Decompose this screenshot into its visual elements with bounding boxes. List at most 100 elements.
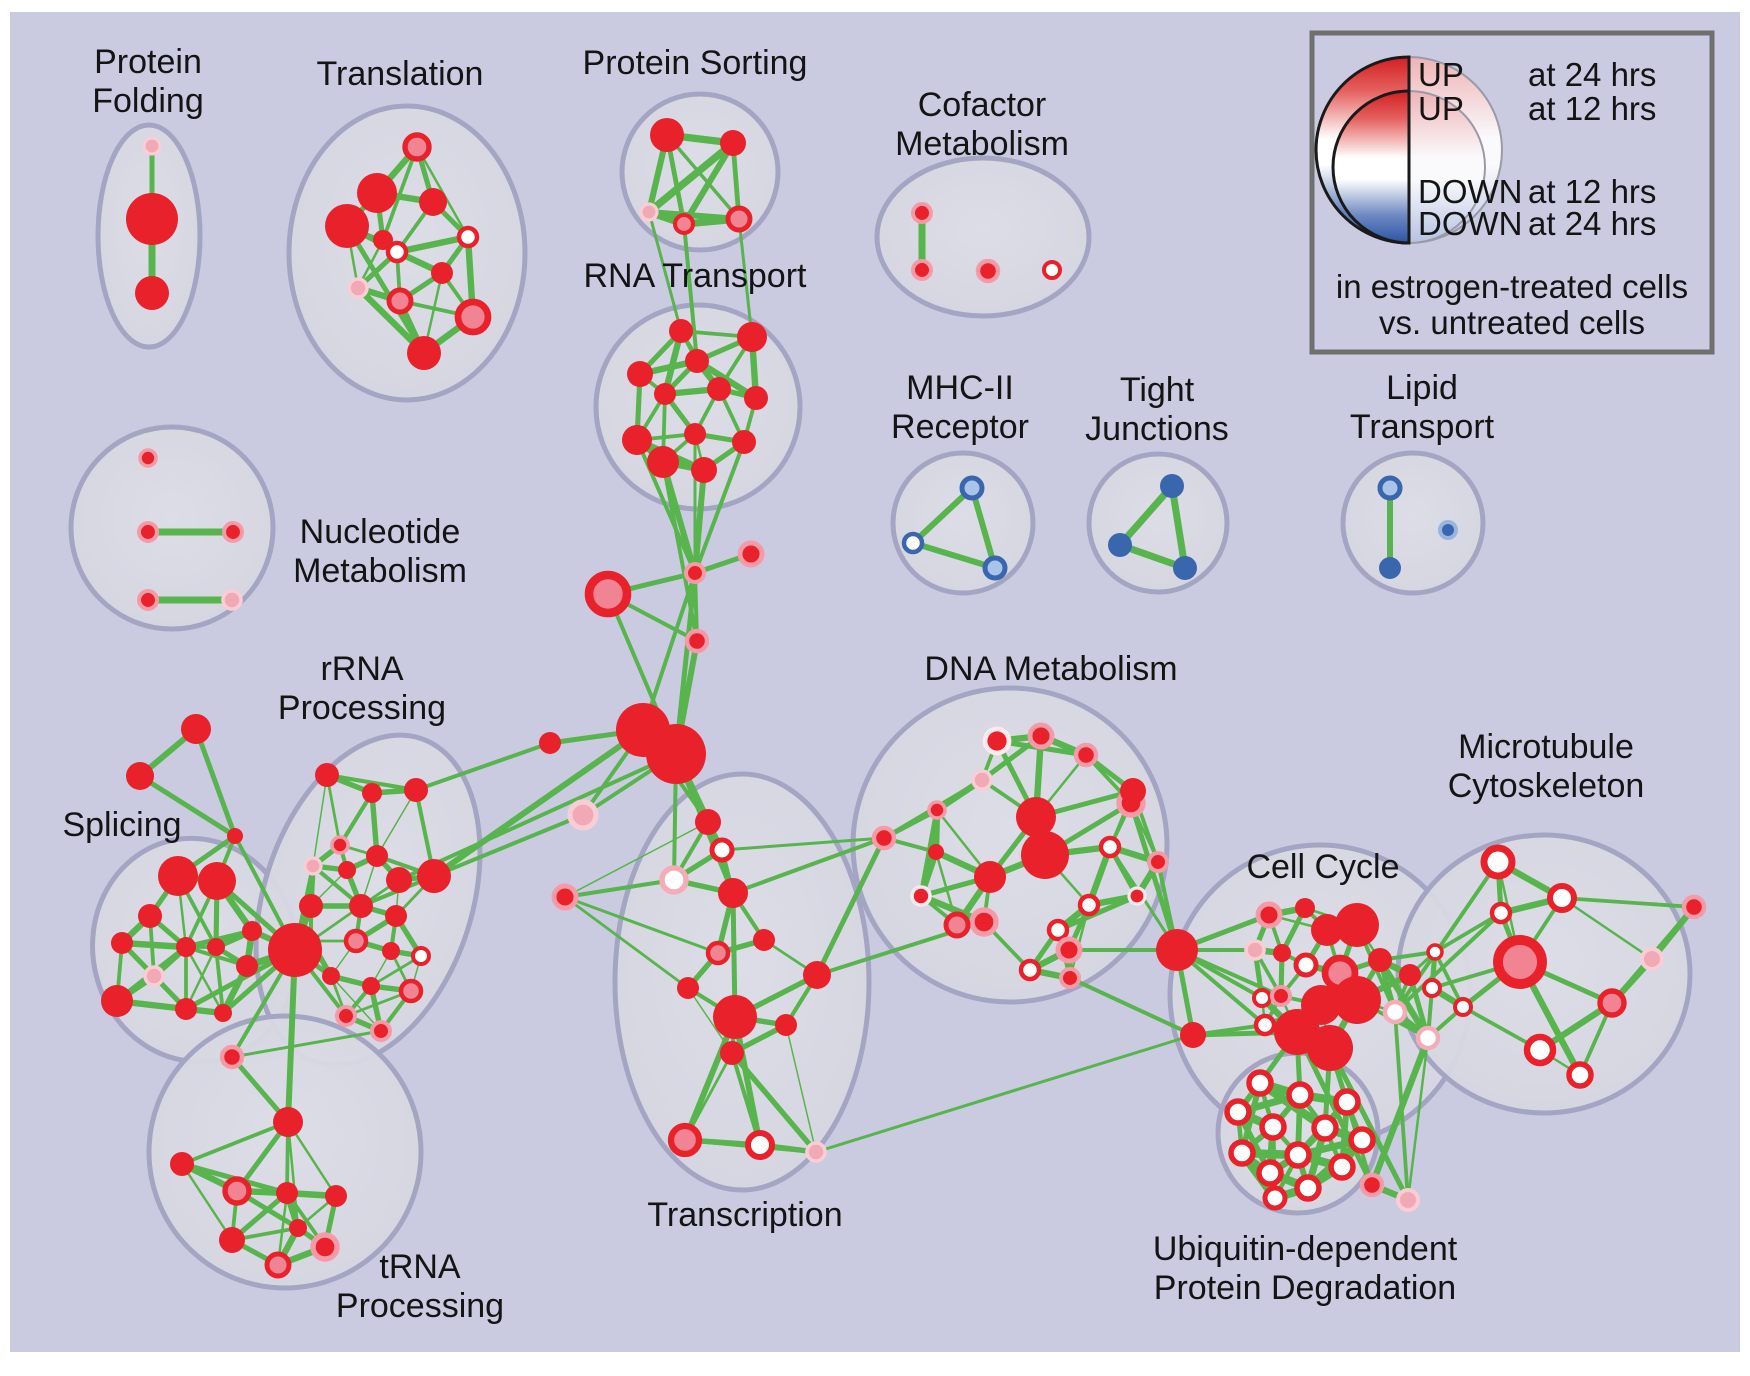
gene-node-cc (1307, 1025, 1353, 1071)
gene-node-tn (325, 1185, 347, 1207)
gene-node-dm (943, 911, 971, 939)
gene-node-ps (639, 202, 659, 222)
edge (432, 813, 585, 878)
gene-node-cc (1293, 952, 1319, 978)
edge (731, 836, 886, 895)
gene-node-pf (142, 136, 162, 156)
gene-node-sp (138, 904, 162, 928)
gene-node-rr (382, 942, 400, 960)
cluster-ellipse-tj (1086, 451, 1230, 595)
gene-node-tn (310, 1232, 340, 1262)
edge (184, 945, 218, 1011)
gene-node-rr (315, 763, 339, 787)
gene-node-sp (143, 965, 165, 987)
edge (1560, 896, 1696, 909)
gene-node-tr (347, 277, 369, 299)
gene-node-ps (725, 205, 753, 233)
cluster-label-rt: RNA Transport (584, 257, 808, 295)
gene-node-nm (136, 520, 160, 544)
gene-node-dm (1077, 893, 1101, 917)
gene-node-rt (691, 457, 717, 483)
gene-node-ub (1246, 1069, 1274, 1097)
gene-node-tr (454, 298, 492, 336)
edge (324, 772, 419, 793)
gene-node-cf (910, 258, 934, 282)
gene-node-rr (334, 1004, 358, 1028)
edge (286, 1120, 300, 1230)
gene-node-ub (1256, 1159, 1284, 1187)
edge (376, 789, 417, 857)
cluster-label-nm: Nucleotide Metabolism (293, 513, 467, 590)
gene-node-ps (672, 212, 696, 236)
gene-node-dm (1055, 936, 1083, 964)
gene-node-rt (622, 425, 652, 455)
cluster-label-tx: Transcription (647, 1196, 842, 1234)
edge (184, 945, 225, 1015)
gene-node-rt (737, 322, 767, 352)
cluster-ellipse-tn (146, 1013, 424, 1291)
gene-node-tx (705, 940, 731, 966)
gene-node-pf (135, 276, 169, 310)
gene-node-tr (357, 173, 397, 213)
gene-node-rt (669, 319, 693, 343)
gene-node-tr (325, 204, 369, 248)
gene-node-rt (732, 430, 756, 454)
gene-node-ub (1228, 1139, 1256, 1167)
edge (330, 975, 382, 1032)
gene-node-tx (775, 1014, 797, 1036)
gene-node-mh (982, 555, 1008, 581)
edge (1406, 1036, 1430, 1202)
edge (647, 210, 683, 333)
gene-node-dm (1146, 850, 1170, 874)
cluster-label-tn: tRNA Processing (336, 1248, 504, 1325)
gene-node-rt (627, 361, 653, 387)
gene-node-rr (411, 946, 431, 966)
edge (1433, 911, 1503, 954)
gene-node-rr (338, 861, 356, 879)
gene-node-tx (667, 1122, 703, 1158)
cluster-label-tj: Tight Junctions (1085, 371, 1229, 448)
gene-node-sp (101, 985, 133, 1017)
legend-dir-label: DOWN (1418, 205, 1522, 242)
gene-node-ps (720, 130, 746, 156)
gene-node-tx (551, 883, 579, 911)
gene-node-tx (720, 1041, 744, 1065)
gene-node-cn (268, 923, 322, 977)
gene-node-ub (1333, 1088, 1361, 1116)
edge (665, 133, 741, 221)
gene-node-nm (138, 448, 158, 468)
gene-node-cf (975, 258, 1001, 284)
gene-node-cc (1333, 976, 1381, 1024)
gene-node-cn (646, 724, 706, 784)
gene-node-tn (222, 1176, 252, 1206)
gene-node-mc (1681, 894, 1707, 920)
edge (564, 821, 709, 898)
edge (431, 727, 646, 879)
gene-node-lt (1377, 475, 1403, 501)
gene-node-tx (659, 865, 689, 895)
gene-node-cn (584, 570, 632, 618)
gene-node-rr (343, 928, 369, 954)
gene-node-tx (805, 1141, 827, 1163)
edge (1433, 950, 1465, 1009)
gene-node-tr (402, 132, 432, 162)
edge (563, 895, 720, 955)
gene-node-ub (1328, 1153, 1356, 1181)
gene-node-tx (709, 837, 735, 863)
gene-node-tr (386, 287, 414, 315)
gene-node-rr (398, 978, 424, 1004)
legend-time-label: at 12 hrs (1528, 90, 1656, 127)
gene-node-mc (1597, 988, 1627, 1018)
gene-node-cf (910, 201, 934, 225)
cluster-label-tr: Translation (317, 55, 484, 93)
gene-node-mc (1493, 935, 1547, 989)
gene-node-rr (369, 1019, 393, 1043)
cluster-label-ub: Ubiquitin-dependent Protein Degradation (1153, 1230, 1458, 1307)
edge (682, 222, 699, 363)
edge (682, 1014, 738, 1143)
gene-node-tx (803, 961, 831, 989)
gene-node-dm (969, 907, 999, 937)
gene-node-sp (158, 856, 198, 896)
gene-node-dm (910, 885, 932, 907)
